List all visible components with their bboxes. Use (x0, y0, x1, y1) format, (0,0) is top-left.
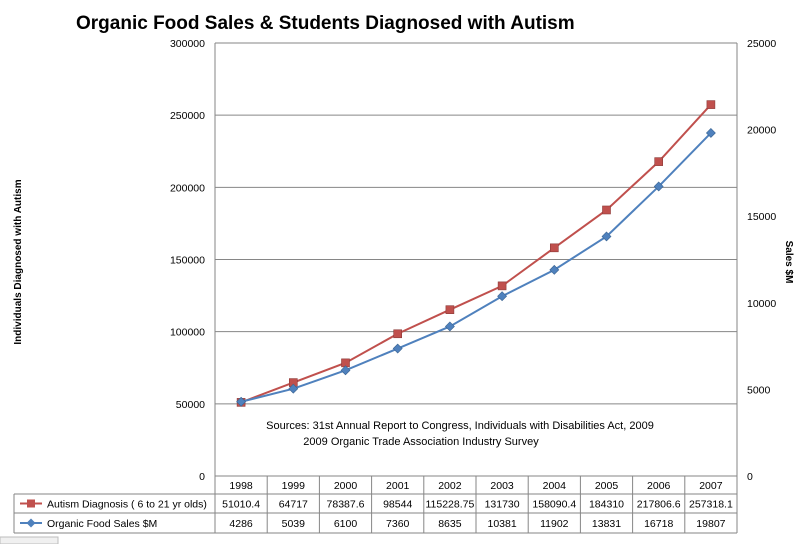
data-table-value: 217806.6 (637, 499, 681, 511)
data-point (705, 128, 716, 138)
series-line-1 (240, 103, 712, 404)
data-point (444, 321, 455, 332)
left-tick-label: 250000 (170, 110, 205, 122)
data-table-value: 13831 (592, 518, 621, 530)
data-point (549, 243, 559, 253)
data-point (602, 205, 611, 215)
left-tick-label: 100000 (170, 327, 205, 339)
right-tick-label: 5000 (747, 384, 771, 396)
left-axis: 0 50000 100000 150000 200000 250000 300000 (170, 38, 205, 483)
data-table-value: 64717 (279, 499, 308, 511)
legend-key-marker (27, 499, 35, 508)
category-label: 1999 (282, 480, 306, 492)
series-line-2 (240, 132, 712, 403)
gridlines (214, 42, 738, 477)
category-label: 2005 (595, 480, 619, 492)
data-table-value: 98544 (383, 499, 412, 511)
data-table-value: 158090.4 (532, 499, 576, 511)
left-tick-label: 50000 (176, 399, 205, 411)
right-tick-label: 25000 (747, 38, 776, 50)
sheet-scrollbar[interactable] (0, 536, 59, 544)
legend-series-name: Autism Diagnosis ( 6 to 21 yr olds) (47, 499, 207, 511)
category-label: 2000 (334, 480, 358, 492)
data-point (706, 100, 716, 109)
data-table-value: 5039 (282, 518, 306, 530)
data-point (653, 181, 664, 192)
right-tick-label: 20000 (747, 125, 776, 137)
chart-title: Organic Food Sales & Students Diagnosed … (76, 13, 575, 34)
left-axis-title: Individuals Diagnosed with Autism (13, 179, 24, 344)
category-label: 1998 (229, 480, 253, 492)
category-label: 2001 (386, 480, 410, 492)
data-point (549, 264, 560, 275)
left-tick-label: 0 (199, 471, 205, 483)
data-table: 1998 1999 2000 2001 2002 2003 2004 2005 2006 2007… (13, 475, 738, 534)
right-tick-label: 15000 (747, 211, 776, 223)
right-tick-label: 10000 (747, 298, 776, 310)
data-table-value: 51010.4 (222, 499, 260, 511)
data-point (340, 365, 351, 376)
data-table-value: 6100 (334, 518, 358, 530)
data-table-value: 10381 (487, 518, 516, 530)
right-axis-title: Sales $M (783, 241, 794, 284)
data-point (601, 231, 612, 242)
data-table-value: 131730 (485, 499, 520, 511)
data-point (497, 291, 508, 302)
data-table-value: 78387.6 (327, 499, 365, 511)
category-label: 2002 (438, 480, 462, 492)
data-table-value: 115228.75 (425, 499, 474, 511)
data-table-value: 4286 (229, 518, 253, 530)
left-tick-label: 300000 (170, 38, 205, 50)
right-axis: 0 5000 10000 15000 20000 25000 (747, 38, 776, 483)
data-point (393, 329, 403, 339)
source-note-line-1: Sources: 31st Annual Report to Congress,… (266, 420, 654, 432)
category-label: 2003 (490, 480, 514, 492)
left-tick-label: 150000 (170, 255, 205, 267)
data-table-value: 16718 (644, 518, 673, 530)
data-point (654, 157, 664, 166)
category-label: 2006 (647, 480, 671, 492)
data-point (497, 281, 507, 291)
data-table-value: 11902 (540, 518, 569, 530)
series-lines (236, 100, 716, 407)
data-point (288, 383, 299, 394)
legend-series-name: Organic Food Sales $M (47, 518, 157, 530)
data-table-value: 257318.1 (689, 499, 733, 511)
data-table-value: 8635 (438, 518, 462, 530)
data-point (392, 343, 403, 354)
category-label: 2007 (699, 480, 723, 492)
category-label: 2004 (543, 480, 567, 492)
data-table-value: 7360 (386, 518, 410, 530)
data-table-value: 19807 (696, 518, 725, 530)
legend-key-marker (26, 518, 36, 528)
data-point (445, 305, 455, 314)
left-tick-label: 200000 (170, 182, 205, 194)
source-note-line-2: 2009 Organic Trade Association Industry … (303, 436, 539, 448)
data-table-value: 184310 (589, 499, 624, 511)
data-point (236, 396, 247, 407)
right-tick-label: 0 (747, 471, 753, 483)
